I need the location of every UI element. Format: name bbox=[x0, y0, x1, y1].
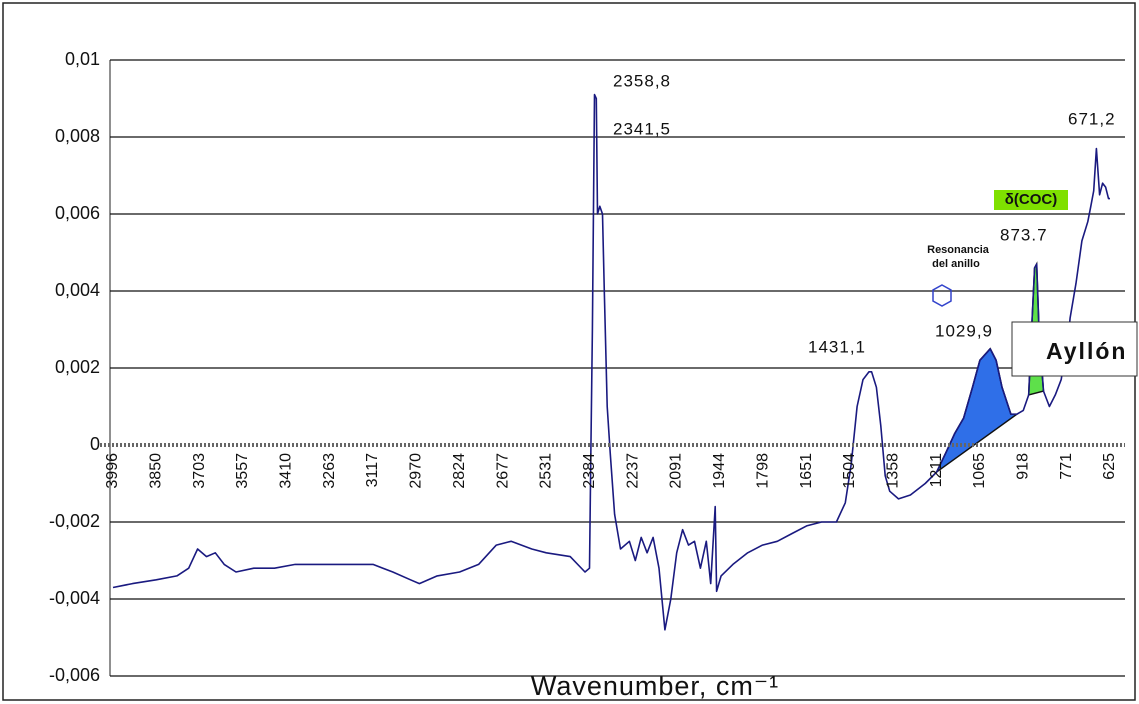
x-tick-label: 3410 bbox=[278, 453, 295, 489]
x-tick-label: 3996 bbox=[104, 453, 121, 489]
watermark: Ayllón bbox=[1011, 321, 1138, 377]
x-tick-label: 625 bbox=[1101, 453, 1118, 480]
y-tick-label: 0 bbox=[90, 434, 100, 454]
x-tick-label: 1358 bbox=[884, 453, 901, 489]
group-label-box bbox=[994, 190, 1068, 210]
peak-label: 2358,8 bbox=[613, 71, 671, 90]
y-tick-label: 0,004 bbox=[55, 280, 100, 300]
x-tick-label: 918 bbox=[1015, 453, 1032, 480]
x-tick-label: 3850 bbox=[147, 453, 164, 489]
spectrum-line bbox=[112, 93, 1110, 631]
peak-label: 2341,5 bbox=[613, 119, 671, 138]
x-tick-label: 1798 bbox=[754, 453, 771, 489]
x-tick-label: 2824 bbox=[451, 453, 468, 489]
x-tick-label: 2970 bbox=[408, 453, 425, 489]
x-tick-label: 3557 bbox=[234, 453, 251, 489]
y-tick-label: 0,008 bbox=[55, 126, 100, 146]
y-tick-label: -0,002 bbox=[49, 511, 100, 531]
labels: 3996 3850 3703 3557 3410 3263 3117 2970 2824 2677… bbox=[100, 71, 1125, 489]
x-tick-label: 1944 bbox=[711, 453, 728, 489]
x-tick-label: 1651 bbox=[798, 453, 815, 489]
x-tick-label: 3703 bbox=[191, 453, 208, 489]
ring-note: Resonancia del anillo bbox=[927, 244, 990, 307]
x-tick-label: 2237 bbox=[624, 453, 641, 489]
group-label: δ(COC) bbox=[994, 190, 1068, 210]
watermark-text: Ayllón bbox=[1046, 338, 1127, 364]
grid: -0,006 -0,004 -0,002 0 0,002 0,004 0,006 0,008 0… bbox=[49, 49, 1125, 685]
group-label-text: δ(COC) bbox=[1005, 191, 1057, 208]
ring-note-line: Resonancia bbox=[927, 244, 990, 256]
peak-label: 873.7 bbox=[1000, 225, 1048, 244]
x-tick-label: 1504 bbox=[841, 453, 858, 489]
x-tick-label: 2677 bbox=[494, 453, 511, 489]
ring-note-line: del anillo bbox=[932, 258, 980, 270]
x-tick-label: 2531 bbox=[538, 453, 555, 489]
x-tick-label: 2384 bbox=[581, 453, 598, 489]
x-tick-label: 3263 bbox=[321, 453, 338, 489]
x-tick-label: 2091 bbox=[668, 453, 685, 489]
peak-label: 671,2 bbox=[1068, 109, 1116, 128]
y-tick-label: 0,002 bbox=[55, 357, 100, 377]
watermark-box bbox=[1011, 321, 1138, 377]
peak-label: 1029,9 bbox=[935, 321, 993, 340]
x-tick-label: 771 bbox=[1058, 453, 1075, 480]
x-tick-label: 3117 bbox=[364, 453, 381, 488]
x-axis-label: Wavenumber, cm⁻¹ bbox=[531, 671, 779, 701]
y-tick-label: 0,01 bbox=[65, 49, 100, 69]
y-tick-label: -0,004 bbox=[49, 588, 100, 608]
peak-label: 1431,1 bbox=[808, 337, 866, 356]
plot bbox=[112, 93, 1110, 631]
x-tick-label: 1065 bbox=[971, 453, 988, 489]
x-tick-label: 1211 bbox=[928, 453, 945, 488]
y-tick-label: -0,006 bbox=[49, 665, 100, 685]
y-tick-label: 0,006 bbox=[55, 203, 100, 223]
benzene-icon bbox=[932, 284, 952, 307]
